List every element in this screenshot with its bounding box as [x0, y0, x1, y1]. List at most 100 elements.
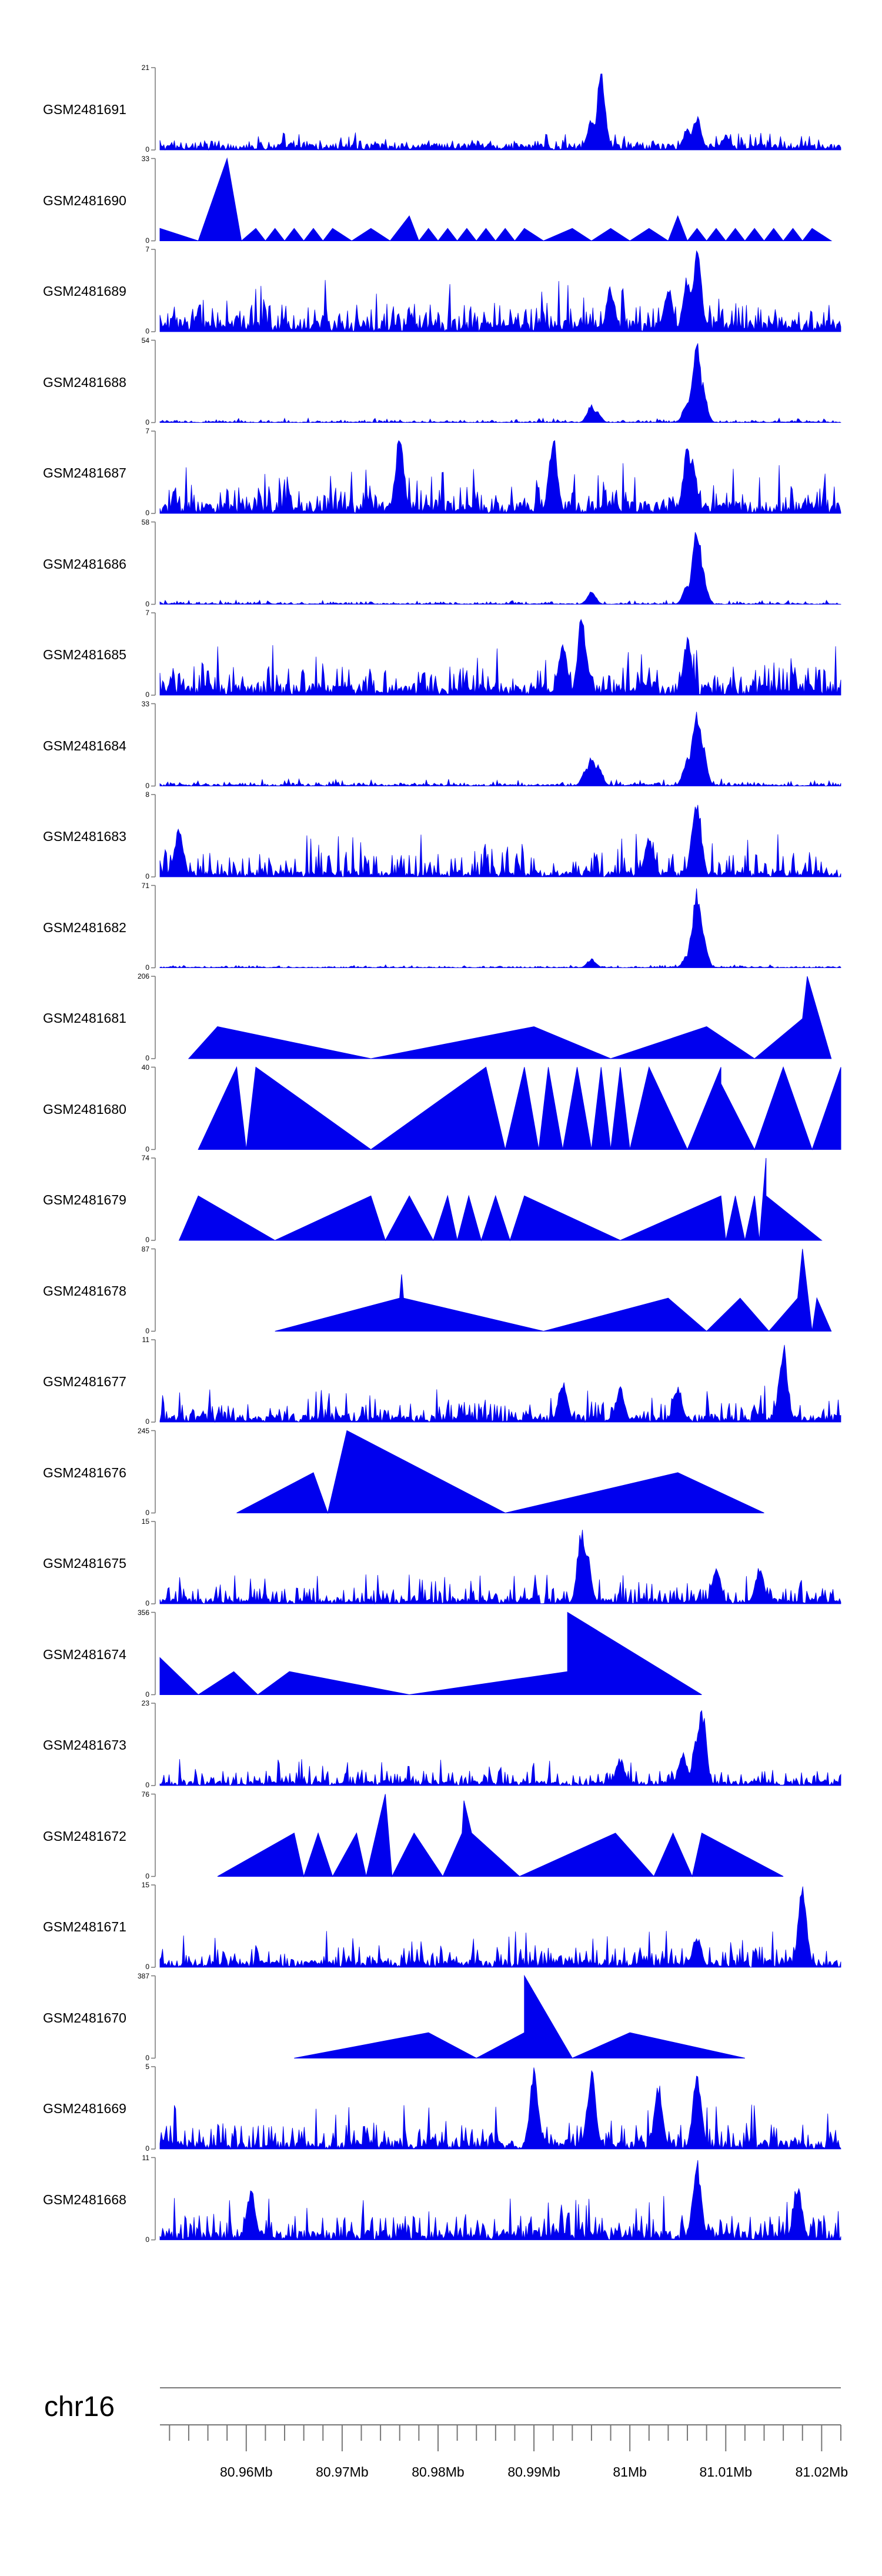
axis-tick-label: 81.01Mb [699, 2464, 753, 2480]
track-GSM2481674 [151, 1611, 702, 1696]
y-axis-zero-label: 0 [145, 327, 149, 335]
coverage-area [159, 1886, 841, 1968]
track-label: GSM2481689 [43, 283, 126, 299]
y-axis-max-label: 76 [141, 1790, 149, 1798]
y-axis-max-label: 71 [141, 881, 149, 890]
coverage-area [275, 1249, 832, 1332]
coverage-area [159, 74, 841, 151]
track-label: GSM2481688 [43, 374, 126, 390]
y-axis-zero-label: 0 [145, 1871, 149, 1880]
y-axis-max-label: 54 [141, 336, 149, 345]
y-axis-max-label: 15 [141, 1881, 149, 1889]
track-GSM2481687 [151, 431, 841, 514]
track-label: GSM2481678 [43, 1283, 126, 1299]
y-axis-max-label: 5 [145, 2063, 149, 2071]
y-axis-max-label: 58 [141, 518, 149, 526]
y-axis-zero-label: 0 [145, 690, 149, 699]
coverage-area [188, 976, 832, 1059]
y-axis-max-label: 33 [141, 699, 149, 708]
track-label: GSM2481679 [43, 1192, 126, 1207]
y-axis-zero-label: 0 [145, 1508, 149, 1517]
y-axis-max-label: 8 [145, 790, 149, 799]
track-label: GSM2481677 [43, 1374, 126, 1389]
y-axis-zero-label: 0 [145, 1236, 149, 1244]
track-GSM2481677 [151, 1339, 841, 1423]
coverage-area [217, 1794, 784, 1878]
axis-tick-label: 81Mb [613, 2464, 647, 2480]
y-axis-max-label: 40 [141, 1063, 149, 1072]
y-axis-zero-label: 0 [145, 509, 149, 517]
y-axis-zero-label: 0 [145, 236, 149, 245]
track-label: GSM2481684 [43, 738, 126, 753]
y-axis-zero-label: 0 [145, 1690, 149, 1699]
coverage-area [159, 888, 841, 969]
y-axis-max-label: 74 [141, 1154, 149, 1162]
track-label: GSM2481681 [43, 1010, 126, 1026]
track-label: GSM2481676 [43, 1464, 126, 1480]
track-GSM2481682 [151, 885, 841, 969]
track-GSM2481679 [151, 1157, 823, 1242]
y-axis-max-label: 245 [137, 1426, 149, 1435]
y-axis-max-label: 387 [137, 1971, 149, 1980]
track-label: GSM2481675 [43, 1556, 126, 1571]
axis-tick-label: 81.02Mb [795, 2464, 848, 2480]
coverage-area [159, 1344, 841, 1423]
track-label: GSM2481674 [43, 1646, 126, 1662]
track-GSM2481690 [151, 157, 833, 242]
track-label: GSM2481670 [43, 2010, 126, 2026]
track-label: GSM2481685 [43, 647, 126, 662]
y-axis-max-label: 7 [145, 427, 149, 435]
track-GSM2481668 [151, 2157, 841, 2241]
y-axis-zero-label: 0 [145, 1963, 149, 1971]
track-label: GSM2481673 [43, 1737, 126, 1753]
y-axis-zero-label: 0 [145, 872, 149, 880]
track-label: GSM2481686 [43, 556, 126, 572]
track-GSM2481672 [151, 1793, 784, 1878]
chromosome-label: chr16 [44, 2391, 115, 2422]
y-axis-max-label: 11 [142, 1336, 149, 1344]
track-GSM2481681 [151, 976, 832, 1059]
track-GSM2481686 [151, 521, 841, 605]
y-axis-max-label: 21 [141, 64, 149, 72]
y-axis-zero-label: 0 [145, 963, 149, 972]
y-axis-max-label: 11 [142, 2153, 149, 2162]
track-GSM2481684 [151, 703, 841, 787]
track-label: GSM2481691 [43, 102, 126, 117]
track-label: GSM2481690 [43, 192, 126, 208]
y-axis-max-label: 23 [141, 1699, 149, 1707]
track-GSM2481691 [151, 67, 841, 151]
y-axis-zero-label: 0 [145, 1054, 149, 1062]
coverage-area [159, 1530, 841, 1605]
y-axis-zero-label: 0 [145, 418, 149, 426]
axis-tick-label: 80.99Mb [507, 2464, 560, 2480]
track-GSM2481669 [151, 2066, 841, 2150]
track-label: GSM2481680 [43, 1101, 126, 1117]
y-axis-zero-label: 0 [145, 2144, 149, 2153]
coverage-area [159, 250, 841, 333]
coverage-area [178, 1157, 823, 1242]
y-axis-max-label: 15 [141, 1517, 149, 1526]
y-axis-zero-label: 0 [145, 599, 149, 608]
track-GSM2481688 [151, 339, 841, 423]
y-axis-zero-label: 0 [145, 1599, 149, 1607]
coverage-area [159, 805, 841, 878]
track-label: GSM2481683 [43, 829, 126, 844]
track-GSM2481683 [151, 794, 841, 878]
track-GSM2481671 [151, 1884, 841, 1968]
y-axis-max-label: 206 [137, 972, 149, 980]
track-GSM2481680 [151, 1066, 841, 1151]
coverage-area [159, 712, 841, 787]
axis-tick-label: 80.96Mb [220, 2464, 273, 2480]
track-GSM2481678 [151, 1248, 832, 1332]
track-GSM2481685 [151, 612, 841, 696]
axis-tick-label: 80.97Mb [316, 2464, 369, 2480]
y-axis-zero-label: 0 [145, 1781, 149, 1789]
y-axis-zero-label: 0 [145, 1144, 149, 1153]
y-axis-max-label: 7 [145, 245, 149, 253]
y-axis-zero-label: 0 [145, 145, 149, 154]
track-GSM2481676 [151, 1430, 764, 1514]
y-axis-max-label: 87 [141, 1244, 149, 1253]
coverage-area [159, 343, 841, 423]
y-axis-zero-label: 0 [145, 2235, 149, 2244]
genome-axis [160, 2387, 841, 2451]
